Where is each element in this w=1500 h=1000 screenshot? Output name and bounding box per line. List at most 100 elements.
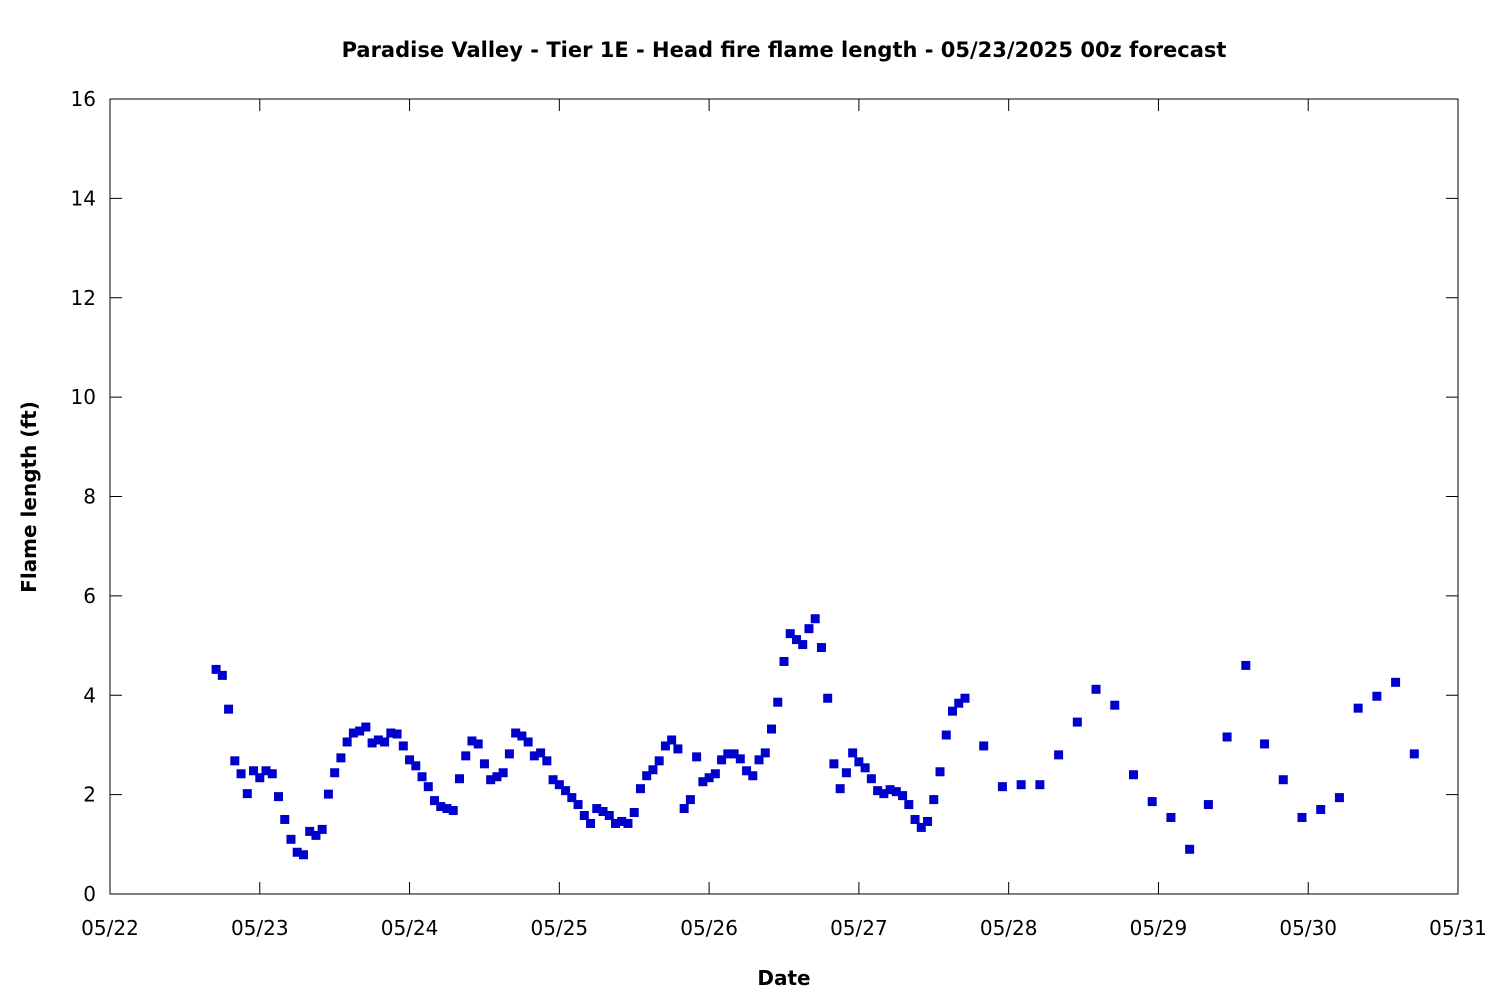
plot-area-frame — [109, 98, 1459, 895]
data-point — [255, 773, 265, 783]
data-point — [1260, 739, 1270, 749]
data-point — [598, 807, 608, 817]
data-point — [511, 728, 521, 738]
data-point — [804, 624, 814, 634]
data-point — [504, 749, 514, 759]
x-tick-label: 05/28 — [980, 916, 1038, 940]
data-point — [873, 786, 883, 796]
data-point — [430, 796, 440, 806]
data-point — [261, 766, 271, 776]
data-point — [823, 693, 833, 703]
data-point — [698, 777, 708, 787]
data-point — [898, 791, 908, 801]
data-point — [1110, 700, 1120, 710]
data-point — [685, 795, 695, 805]
data-point — [742, 766, 752, 776]
data-point — [654, 756, 664, 766]
data-point — [355, 726, 365, 736]
data-point — [729, 749, 739, 759]
data-point — [841, 768, 851, 778]
data-point — [679, 804, 689, 814]
chart-title: Paradise Valley - Tier 1E - Head fire fl… — [342, 38, 1227, 62]
data-point — [935, 767, 945, 777]
data-point — [236, 769, 246, 779]
data-point — [816, 643, 826, 653]
data-point — [604, 810, 614, 820]
data-point — [536, 748, 546, 758]
data-point — [529, 751, 539, 761]
x-axis: 05/22 05/23 05/24 05/25 05/26 05/27 05/28 05/29… — [81, 99, 1487, 940]
data-point — [617, 816, 627, 826]
data-point — [829, 759, 839, 769]
data-point — [348, 728, 358, 738]
data-point — [317, 824, 327, 834]
data-point — [448, 806, 458, 816]
data-point — [879, 789, 889, 799]
data-point — [1203, 800, 1213, 810]
x-tick-label: 05/26 — [680, 916, 738, 940]
data-point — [916, 822, 926, 832]
data-point — [361, 722, 371, 732]
x-tick-label: 05/29 — [1130, 916, 1188, 940]
data-point — [479, 759, 489, 769]
data-point — [866, 774, 876, 784]
data-point — [230, 756, 240, 766]
data-point — [1241, 660, 1251, 670]
data-point — [1353, 703, 1363, 713]
data-point — [586, 818, 596, 828]
data-point — [767, 724, 777, 734]
data-point — [411, 761, 421, 771]
data-point — [773, 697, 783, 707]
data-point — [398, 741, 408, 751]
y-tick-label: 8 — [83, 485, 96, 509]
x-tick-label: 05/25 — [531, 916, 589, 940]
data-point — [710, 769, 720, 779]
x-tick-label: 05/30 — [1279, 916, 1337, 940]
data-point — [854, 757, 864, 767]
data-point — [1091, 684, 1101, 694]
x-tick-label: 05/31 — [1429, 916, 1487, 940]
data-point — [848, 748, 858, 758]
data-point — [436, 802, 446, 812]
x-tick-label: 05/24 — [381, 916, 439, 940]
data-point — [704, 773, 714, 783]
data-point — [386, 728, 396, 738]
data-point — [292, 847, 302, 857]
x-axis-label: Date — [757, 966, 810, 990]
data-point — [1391, 677, 1401, 687]
data-point — [791, 635, 801, 645]
y-tick-label: 0 — [83, 882, 96, 906]
data-point — [517, 731, 527, 741]
data-point — [723, 749, 733, 759]
data-point — [467, 736, 477, 746]
y-tick-label: 12 — [71, 286, 96, 310]
data-point — [492, 772, 502, 782]
data-point — [960, 693, 970, 703]
y-tick-label: 14 — [71, 186, 96, 210]
data-point — [1185, 844, 1195, 854]
data-point — [211, 664, 221, 674]
data-point — [242, 789, 252, 799]
data-point — [1372, 691, 1382, 701]
y-tick-label: 10 — [71, 385, 96, 409]
data-point — [1297, 812, 1307, 822]
data-point — [1054, 750, 1064, 760]
data-point — [660, 741, 670, 751]
data-point — [1278, 775, 1288, 785]
data-point — [367, 738, 377, 748]
data-point — [217, 670, 227, 680]
data-point — [923, 816, 933, 826]
data-point — [592, 804, 602, 814]
data-point — [635, 784, 645, 794]
data-point — [224, 704, 234, 714]
data-point — [1222, 732, 1232, 742]
x-tick-label: 05/22 — [81, 916, 139, 940]
data-point — [323, 789, 333, 799]
data-point — [891, 787, 901, 797]
data-point — [860, 763, 870, 773]
data-point — [542, 756, 552, 766]
data-point — [979, 741, 989, 751]
data-point — [579, 810, 589, 820]
data-point — [948, 706, 957, 716]
